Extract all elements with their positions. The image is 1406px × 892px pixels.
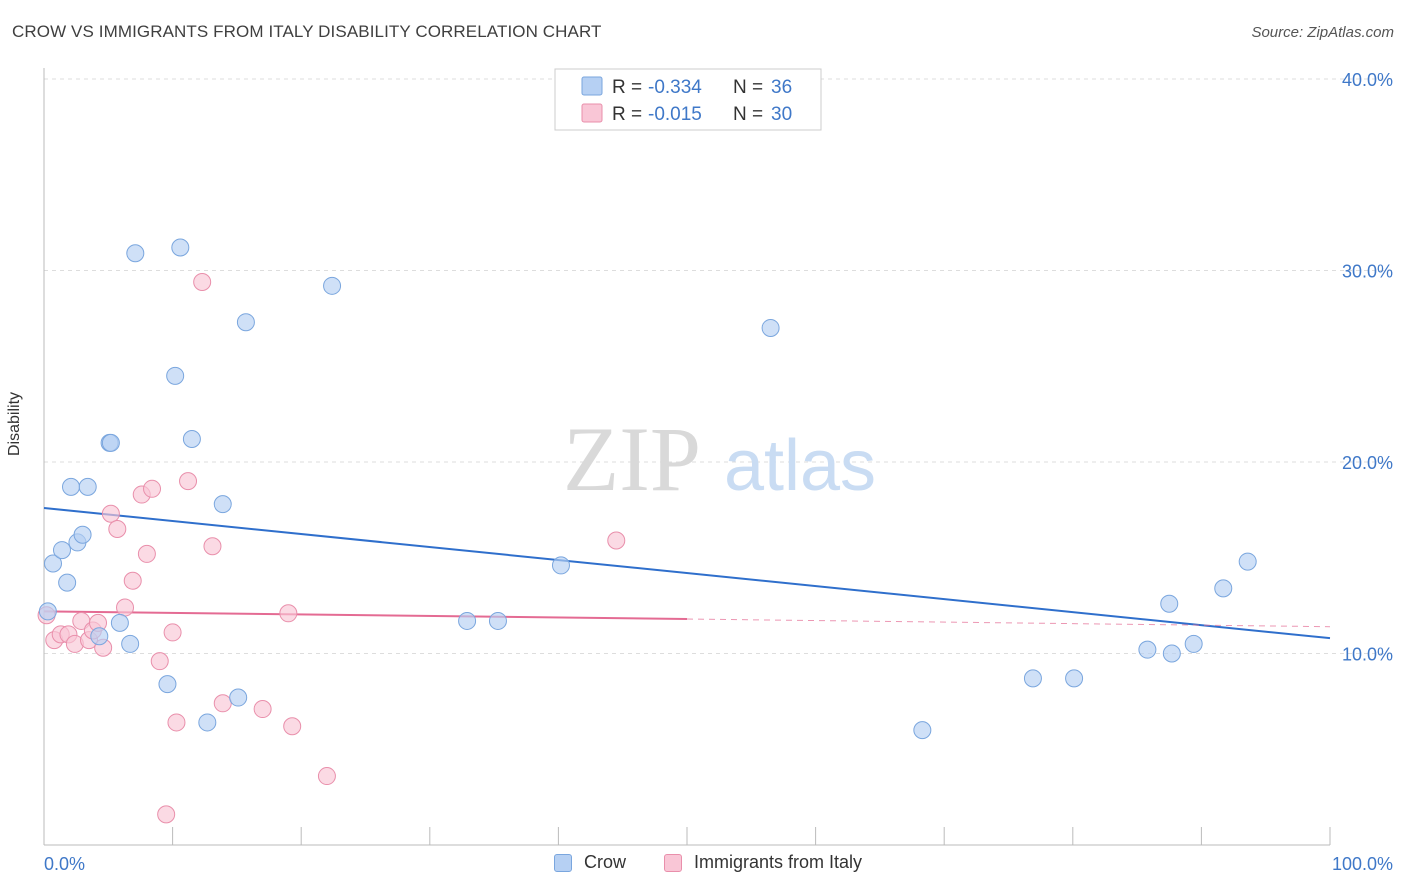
italy-point <box>253 700 272 719</box>
crow-point <box>182 430 201 449</box>
italy-point <box>116 598 135 617</box>
legend-crow-r-label: R = <box>612 77 642 98</box>
crow-point <box>198 713 217 732</box>
crow-point <box>166 366 185 385</box>
crow-point <box>73 525 92 544</box>
watermark-atlas: atlas <box>724 426 876 506</box>
italy-trend-line <box>43 610 688 621</box>
x-tick-label: 0.0% <box>44 854 85 874</box>
crow-point <box>1023 669 1042 688</box>
crow-trend-line <box>43 506 1331 640</box>
italy-point <box>193 272 212 291</box>
crow-point <box>458 611 477 630</box>
crow-point <box>78 477 97 496</box>
legend-crow-n-value: 36 <box>771 77 792 98</box>
italy-point <box>279 604 298 623</box>
italy-point <box>163 623 182 642</box>
crow-point <box>761 318 780 337</box>
x-axis-ticks <box>43 827 1331 845</box>
crow-point <box>44 554 63 573</box>
crow-point <box>158 675 177 694</box>
crow-point <box>323 276 342 295</box>
x-tick-labels: 0.0% 100.0% <box>44 854 1393 874</box>
bottom-legend-italy: Immigrants from Italy <box>664 852 862 873</box>
legend-box: R = -0.334 N = 36 R = -0.015 N = 30 <box>554 68 822 131</box>
y-tick-label: 20.0% <box>1342 453 1393 473</box>
crow-point <box>236 313 255 332</box>
legend-italy-r-value: -0.015 <box>648 104 702 125</box>
y-tick-label: 30.0% <box>1342 262 1393 282</box>
gridlines <box>44 78 1394 654</box>
crow-point <box>53 541 72 560</box>
crow-point <box>488 611 507 630</box>
chart-title: CROW VS IMMIGRANTS FROM ITALY DISABILITY… <box>12 22 602 41</box>
crow-point <box>171 238 190 257</box>
italy-point <box>101 504 120 523</box>
crow-point <box>62 477 81 496</box>
bottom-legend-italy-label: Immigrants from Italy <box>694 852 863 872</box>
italy-trend-line-extrapolated <box>686 618 1331 628</box>
italy-point <box>179 472 198 491</box>
legend-italy-n-value: 30 <box>771 104 792 125</box>
italy-point <box>317 767 336 786</box>
crow-point <box>110 613 129 632</box>
italy-point <box>123 571 142 590</box>
bottom-legend-crow-label: Crow <box>584 852 627 872</box>
italy-point <box>167 713 186 732</box>
italy-point <box>143 479 162 498</box>
crow-point <box>1065 669 1084 688</box>
italy-swatch <box>664 853 682 872</box>
series-crow <box>38 238 1257 740</box>
crow-point <box>1162 644 1181 663</box>
crow-point <box>551 556 570 575</box>
italy-point <box>607 531 626 550</box>
crow-point <box>126 244 145 263</box>
crow-point <box>1238 552 1257 571</box>
italy-point <box>137 544 156 563</box>
source-label: Source: ZipAtlas.com <box>1251 24 1394 41</box>
legend-italy-n-label: N = <box>733 104 763 125</box>
italy-point <box>150 652 169 671</box>
crow-point <box>229 688 248 707</box>
crow-swatch <box>554 853 572 872</box>
crow-point <box>913 721 932 740</box>
legend-italy-r-label: R = <box>612 104 642 125</box>
watermark-zip: ZIP <box>563 408 701 510</box>
italy-point <box>108 520 127 539</box>
watermark: ZIP atlas <box>563 408 876 510</box>
legend-crow-r-value: -0.334 <box>648 77 702 98</box>
legend-crow-n-label: N = <box>733 77 763 98</box>
crow-point <box>213 495 232 514</box>
crow-point <box>1214 579 1233 598</box>
italy-point <box>283 717 302 736</box>
bottom-legend-crow: Crow <box>554 852 626 873</box>
legend-italy-swatch <box>581 103 603 123</box>
bottom-legend: Crow Immigrants from Italy <box>0 852 1406 878</box>
trend-lines <box>43 506 1331 640</box>
crow-point <box>121 634 140 653</box>
italy-point <box>213 694 232 713</box>
crow-point <box>38 602 57 621</box>
y-tick-labels: 10.0% 20.0% 30.0% 40.0% <box>1342 70 1393 665</box>
crow-point <box>101 433 120 452</box>
x-tick-label: 100.0% <box>1332 854 1393 874</box>
series-immigrants-from-italy <box>37 272 626 824</box>
italy-point <box>157 805 176 824</box>
italy-point <box>203 537 222 556</box>
crow-point <box>58 573 77 592</box>
legend-crow-swatch <box>581 76 603 96</box>
crow-point <box>1184 634 1203 653</box>
crow-point <box>1138 640 1157 659</box>
y-tick-label: 40.0% <box>1342 70 1393 90</box>
crow-point <box>1160 594 1179 613</box>
y-tick-label: 10.0% <box>1342 645 1393 665</box>
crow-point <box>90 627 109 646</box>
